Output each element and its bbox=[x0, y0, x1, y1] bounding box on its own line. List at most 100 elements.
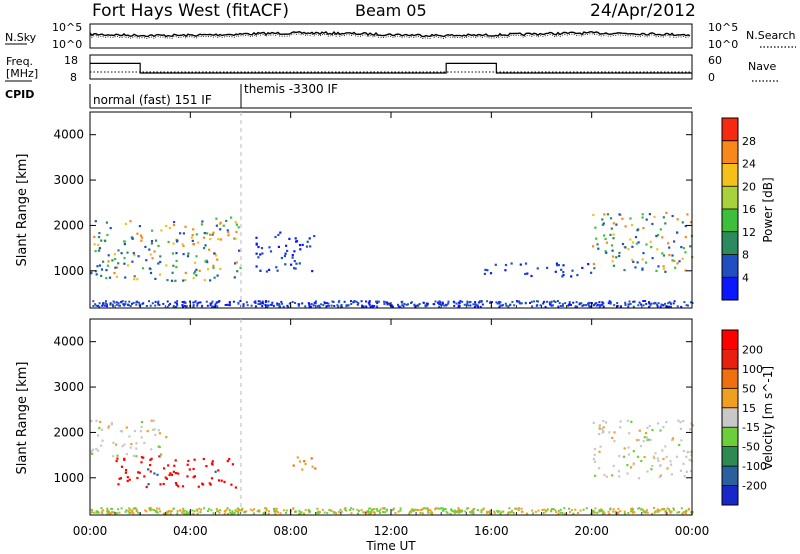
echo-cell bbox=[120, 465, 124, 468]
echo-cell bbox=[672, 507, 675, 510]
echo-cell bbox=[640, 303, 643, 306]
echo-cell bbox=[177, 472, 180, 475]
cpid-segment-1: normal (fast) 151 IF bbox=[93, 93, 212, 107]
echo-cell bbox=[158, 455, 161, 458]
echo-cell bbox=[315, 300, 317, 303]
echo-cell bbox=[651, 428, 654, 432]
echo-cell bbox=[646, 470, 649, 473]
echo-cell bbox=[437, 301, 439, 304]
echo-cell bbox=[675, 455, 679, 458]
echo-cell bbox=[419, 511, 422, 514]
echo-cell bbox=[98, 249, 101, 252]
echo-cell bbox=[333, 305, 336, 307]
echo-cell bbox=[550, 510, 553, 513]
echo-cell bbox=[199, 511, 202, 514]
echo-cell bbox=[219, 228, 222, 231]
echo-cell bbox=[679, 469, 682, 472]
echo-cell bbox=[238, 249, 241, 252]
echo-cell bbox=[465, 303, 468, 306]
echo-cell bbox=[215, 254, 218, 257]
echo-cell bbox=[525, 512, 528, 515]
echo-cell bbox=[372, 511, 375, 514]
echo-cell bbox=[636, 439, 639, 442]
echo-cell bbox=[216, 258, 219, 261]
echo-cell bbox=[543, 508, 546, 511]
echo-cell bbox=[281, 302, 284, 305]
echo-cell bbox=[356, 303, 359, 306]
echo-cell bbox=[632, 511, 634, 514]
time-axis-label: Time UT bbox=[365, 539, 416, 553]
echo-cell bbox=[94, 220, 97, 223]
echo-cell bbox=[169, 472, 172, 475]
echo-cell bbox=[598, 427, 601, 430]
echo-cell bbox=[311, 270, 314, 273]
echo-cell bbox=[111, 303, 114, 306]
echo-cell bbox=[454, 509, 457, 512]
echo-cell bbox=[518, 300, 520, 303]
echo-cell bbox=[246, 304, 249, 307]
echo-cell bbox=[379, 508, 382, 511]
echo-cell bbox=[90, 450, 93, 453]
echo-cell bbox=[232, 300, 235, 303]
echo-cell bbox=[292, 507, 294, 510]
echo-cell bbox=[212, 305, 215, 308]
echo-cell bbox=[657, 265, 660, 268]
echo-cell bbox=[158, 507, 161, 510]
echo-cell bbox=[612, 264, 616, 267]
echo-cell bbox=[149, 507, 152, 509]
echo-cell bbox=[580, 302, 583, 305]
echo-cell bbox=[131, 509, 134, 512]
echo-cell bbox=[156, 511, 159, 514]
echo-cell bbox=[664, 222, 667, 225]
echo-cell bbox=[425, 302, 428, 305]
echo-cell bbox=[112, 300, 115, 303]
echo-cell bbox=[298, 244, 302, 247]
echo-cell bbox=[201, 220, 204, 223]
echo-cell bbox=[413, 303, 416, 306]
echo-cell bbox=[106, 303, 108, 306]
echo-cell bbox=[98, 302, 101, 305]
echo-cell bbox=[386, 303, 389, 306]
echo-cell bbox=[470, 512, 473, 514]
echo-cell bbox=[367, 510, 370, 512]
echo-cell bbox=[684, 251, 687, 254]
echo-cell bbox=[545, 509, 548, 512]
echo-cell bbox=[554, 270, 557, 273]
echo-cell bbox=[116, 457, 119, 460]
echo-cell bbox=[102, 260, 105, 263]
echo-cell bbox=[311, 465, 314, 468]
echo-cell bbox=[171, 271, 174, 274]
echo-cell bbox=[194, 300, 197, 303]
echo-cell bbox=[145, 305, 148, 307]
echo-cell bbox=[148, 267, 151, 270]
echo-cell bbox=[115, 275, 118, 278]
echo-cell bbox=[255, 252, 258, 255]
echo-cell bbox=[536, 300, 538, 303]
colorbar-tick-label: 100 bbox=[742, 363, 763, 376]
echo-cell bbox=[568, 507, 570, 510]
echo-cell bbox=[587, 263, 590, 266]
echo-cell bbox=[198, 269, 201, 272]
echo-cell bbox=[428, 508, 431, 511]
echo-cell bbox=[279, 231, 282, 234]
echo-cell bbox=[133, 275, 136, 278]
echo-cell bbox=[532, 512, 535, 515]
echo-cell bbox=[578, 303, 581, 306]
freq-panel-frame bbox=[89, 54, 693, 80]
echo-cell bbox=[136, 278, 139, 281]
echo-cell bbox=[149, 464, 152, 467]
echo-cell bbox=[652, 507, 655, 509]
echo-cell bbox=[227, 234, 230, 237]
echo-cell bbox=[652, 302, 655, 305]
echo-cell bbox=[150, 242, 153, 245]
echo-cell bbox=[670, 302, 672, 305]
echo-cell bbox=[140, 461, 143, 464]
echo-cell bbox=[619, 305, 622, 308]
echo-cell bbox=[121, 445, 124, 448]
echo-cell bbox=[124, 276, 127, 279]
echo-cell bbox=[115, 301, 118, 304]
echo-cell bbox=[597, 247, 600, 250]
echo-cell bbox=[210, 462, 214, 465]
echo-cell bbox=[205, 300, 208, 303]
echo-cell bbox=[656, 234, 659, 237]
